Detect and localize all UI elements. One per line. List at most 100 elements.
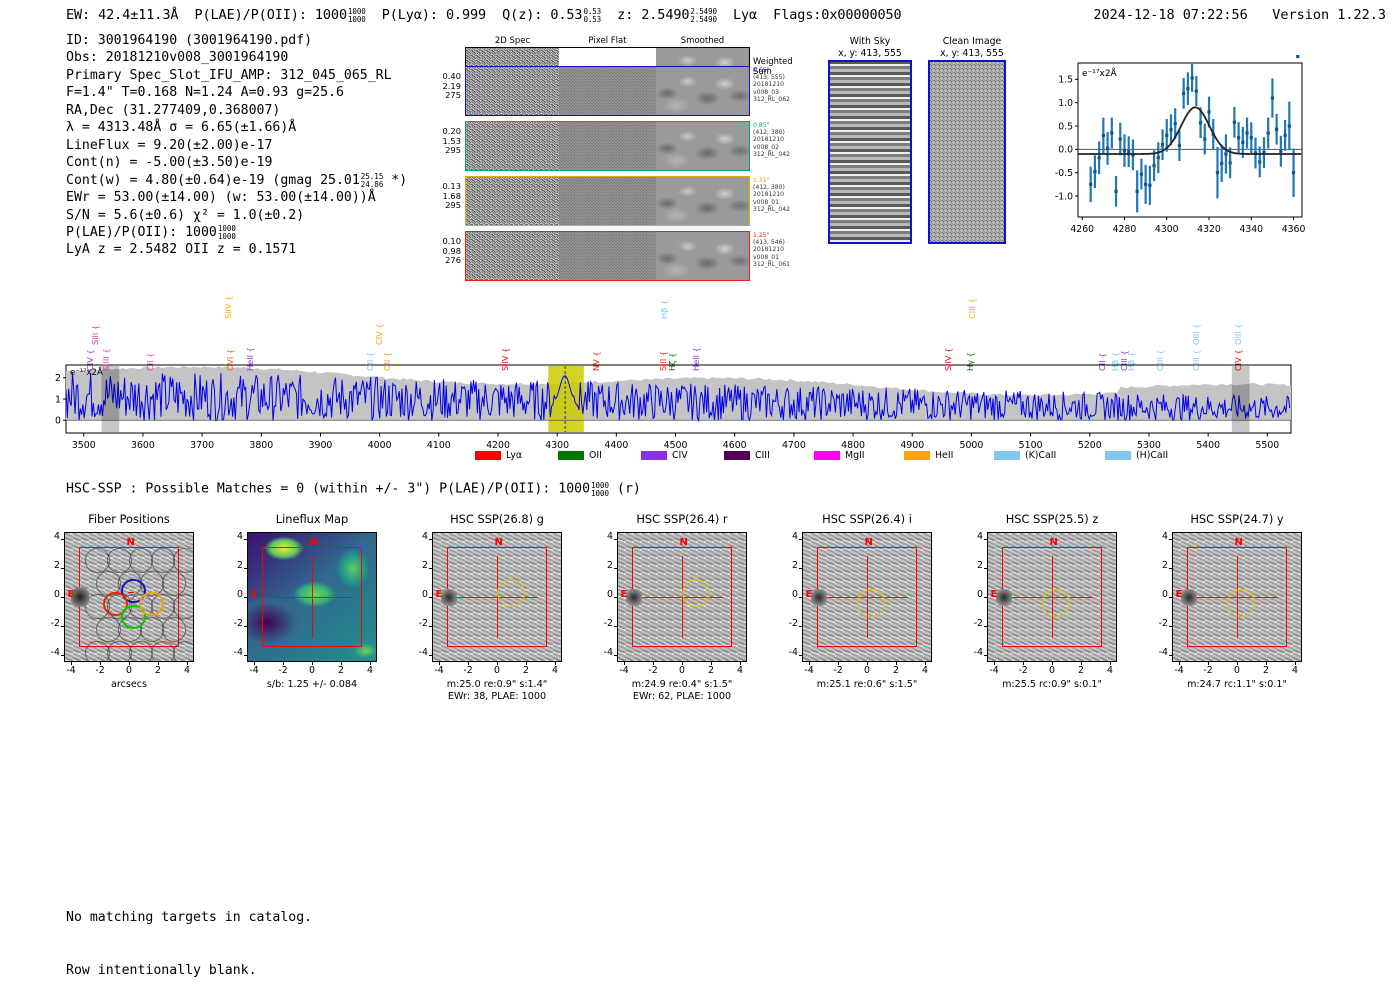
line-fit-plot[interactable]: e⁻¹⁷x2Å -1.0 -0.5 0.0 0.5 1.0 1.5 4260 4280 4300 4… (1040, 55, 1310, 255)
header-timestamp-version: 2024-12-18 07:22:56 Version 1.22.3 (1093, 7, 1386, 23)
svg-text:4300: 4300 (545, 440, 569, 451)
legend-swatch (994, 451, 1020, 460)
fiber-meta-line: v008_01 (753, 253, 780, 261)
header-flags: Flags:0x00000050 (773, 7, 902, 23)
info-cont-wide-text: Cont(w) = 4.80(±0.64)e-19 (gmag 25.01 (66, 172, 360, 188)
legend-swatch (814, 451, 840, 460)
fiber-circle (129, 548, 154, 573)
axis-tick-y: 0 (422, 589, 428, 600)
compass-east: E (805, 589, 813, 601)
info-radec: RA,Dec (31.277409,0.368007) (66, 102, 281, 118)
legend-label: (H)CaII (1136, 450, 1169, 461)
fiber-row-value: 295 (445, 145, 461, 156)
line-fit-svg: e⁻¹⁷x2Å -1.0 -0.5 0.0 0.5 1.0 1.5 4260 4280 4300 4… (1055, 55, 1305, 235)
cutout-clean-image[interactable] (928, 60, 1006, 244)
footer-note: No matching targets in catalog. Row inte… (66, 874, 312, 997)
fiber-circle (107, 640, 132, 661)
axis-tick-x: -2 (648, 665, 658, 676)
highlighted-fiber-circle[interactable] (121, 579, 146, 604)
svg-text:4300: 4300 (1155, 224, 1179, 235)
timestamp: 2024-12-18 07:22:56 (1093, 7, 1248, 23)
axis-tick-y: 4 (792, 531, 798, 542)
fiber-row-value: 1.68 (442, 190, 461, 201)
fiber-row-values: 0.20 1.53 295 (425, 126, 461, 156)
fiber-circle (107, 548, 132, 573)
svg-text:4900: 4900 (900, 440, 924, 451)
legend-swatch (641, 451, 667, 460)
svg-text:5000: 5000 (960, 440, 984, 451)
info-ewr: EWr = 53.00(±14.00) (w: 53.00(±14.00))Å (66, 190, 376, 206)
fiber-row[interactable] (465, 66, 750, 116)
hsc-caption-line: s/b: 1.25 +/- 0.084 (266, 679, 358, 690)
axis-tick-y: 2 (1162, 560, 1168, 571)
aperture-box (262, 547, 362, 647)
info-cont-narrow: Cont(n) = -5.00(±3.50)e-19 (66, 155, 273, 171)
emission-line-label: SiIV { (500, 347, 511, 371)
emission-line-label: CIV { (1232, 349, 1243, 371)
fiber-row-value: 2.19 (442, 80, 461, 91)
hsc-summary-post: (r) (617, 481, 641, 497)
axis-tick-x: 2 (155, 665, 161, 676)
hsc-panel-caption: m:25.1 re:0.6" s:1.5" (774, 679, 960, 691)
svg-text:4700: 4700 (782, 440, 806, 451)
legend-label: Lyα (506, 450, 523, 461)
axis-tick-y: -2 (233, 618, 243, 629)
hsc-panel-caption: m:24.7 rc:1.1" s:0.1" (1144, 679, 1330, 691)
fiber-circle (172, 548, 193, 573)
axis-tick-x: 0 (1234, 665, 1240, 676)
emission-line-label: CIV { (84, 349, 95, 371)
svg-text:5500: 5500 (1255, 440, 1279, 451)
fiber-2dspec (466, 232, 560, 280)
cutout-with-sky-image[interactable] (828, 60, 912, 244)
fiber-meta-line: 312_RL_061 (753, 260, 790, 268)
highlighted-fiber-circle[interactable] (103, 591, 128, 617)
source-blob (71, 586, 90, 608)
axis-tick-x: 0 (679, 665, 685, 676)
highlighted-fiber-circle[interactable] (139, 591, 164, 617)
axis-tick-y: 4 (237, 531, 243, 542)
emission-line-label: Hγ { (965, 352, 976, 371)
svg-text:e⁻¹⁷x2Å: e⁻¹⁷x2Å (70, 366, 103, 378)
aperture-circle (497, 579, 526, 608)
fiber-row[interactable] (465, 176, 750, 226)
footer-note-line1: No matching targets in catalog. (66, 910, 313, 926)
fiber-meta-line: 20181210 (753, 246, 785, 254)
emission-line-label: CIII { (966, 298, 977, 319)
fiber-circle (161, 571, 186, 596)
fiber-meta-line: 0.65" (753, 67, 770, 74)
fiber-row-value: 0.98 (442, 245, 461, 256)
fiber-meta-line: 312_RL_062 (753, 95, 790, 103)
fiber-meta-line: v008_03 (753, 88, 780, 96)
col-title-smoothed: Smoothed (680, 36, 725, 46)
axis-tick-y: -4 (788, 647, 798, 658)
flux-trace (65, 372, 1291, 423)
fiber-row[interactable] (465, 231, 750, 281)
fiber-pixelflat (559, 122, 656, 170)
axis-tick-y: 4 (977, 531, 983, 542)
full-spectrum-panel[interactable]: e⁻¹⁷x2Å 0 1 2 3500 3600 3700 3800 3900 4000 4100 42… (0, 270, 1400, 470)
hsc-panel-caption: s/b: 1.25 +/- 0.084 (219, 679, 405, 691)
cutout-clean-title: Clean Image x, y: 413, 555 (940, 36, 1004, 59)
info-cont-wide-post: *) (391, 172, 408, 188)
emission-line-label: OVI { (224, 348, 235, 371)
info-redshifts: LyA z = 2.5482 OII z = 0.1571 (66, 242, 297, 258)
highlighted-fiber-circle[interactable] (121, 604, 146, 629)
axis-tick-x: -4 (66, 665, 76, 676)
fiber-row-meta: 0.85" (412, 380) 20181210 v008_02 312_RL_042 (753, 122, 813, 158)
info-id: ID: 3001964190 (3001964190.pdf) (66, 33, 313, 48)
fiber-circle (85, 548, 110, 573)
hsc-caption-line: arcsecs (110, 679, 148, 690)
axis-tick-x: -2 (463, 665, 473, 676)
fiber-row-values: 0.13 1.68 295 (425, 181, 461, 211)
fiber-row[interactable] (465, 121, 750, 171)
legend-label: CIII (755, 450, 770, 461)
axis-tick-y: 0 (54, 589, 60, 600)
axis-tick-y: 0 (237, 589, 243, 600)
